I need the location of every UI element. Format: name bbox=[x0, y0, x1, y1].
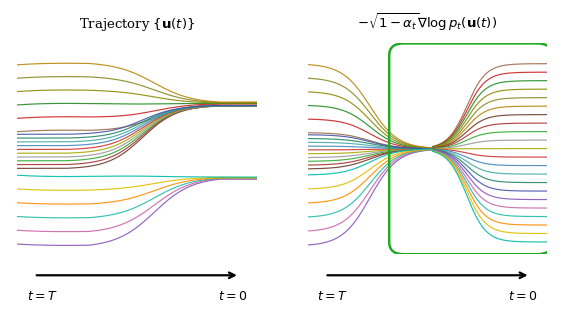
Text: $t = T$: $t = T$ bbox=[27, 290, 58, 303]
Text: $t = 0$: $t = 0$ bbox=[218, 290, 247, 303]
Text: $-\sqrt{1-\alpha_t}\nabla \log p_t(\mathbf{u}(t))$: $-\sqrt{1-\alpha_t}\nabla \log p_t(\math… bbox=[357, 11, 498, 33]
Text: Trajectory $\{\mathbf{u}(t)\}$: Trajectory $\{\mathbf{u}(t)\}$ bbox=[79, 16, 195, 33]
Text: $t = 0$: $t = 0$ bbox=[508, 290, 538, 303]
Text: $t = T$: $t = T$ bbox=[317, 290, 348, 303]
